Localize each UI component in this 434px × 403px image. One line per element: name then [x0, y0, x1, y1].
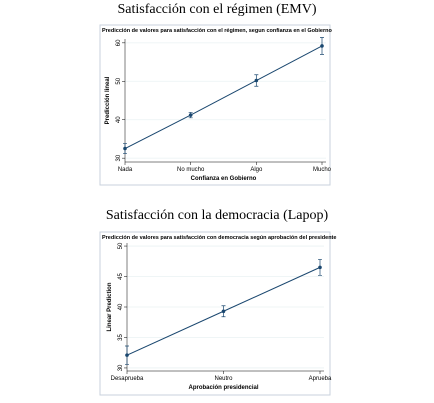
y-tick-label: 50	[116, 77, 122, 84]
x-tick-label: Nada	[118, 167, 133, 173]
y-tick-label: 50	[118, 242, 124, 249]
point	[318, 265, 322, 270]
point	[221, 309, 226, 314]
y-tick-label: 45	[118, 273, 124, 280]
chart-frame	[99, 24, 331, 186]
x-tick-label: No mucho	[177, 167, 205, 173]
y-tick-label: 40	[118, 303, 124, 310]
y-tick-label: 60	[116, 39, 122, 46]
y-tick-label: 40	[116, 116, 122, 123]
y-tick-label: 30	[116, 154, 122, 161]
x-axis-label: Aprobación presidencial	[188, 385, 258, 391]
point	[254, 78, 259, 83]
chart-subtitle: Predicción de valores para satisfacción …	[102, 235, 336, 241]
x-axis-label: Confianza en Gobierno	[191, 176, 257, 182]
chart-heading: Satisfacción con la democracia (Lapop)	[106, 208, 329, 223]
chart-heading: Satisfacción con el régimen (EMV)	[117, 2, 316, 17]
point	[188, 113, 193, 117]
x-tick-label: Algo	[250, 167, 263, 173]
x-tick-label: Neutro	[214, 376, 233, 382]
x-tick-label: Aprueba	[309, 376, 332, 382]
point	[123, 146, 127, 151]
x-tick-label: Mucho	[313, 167, 332, 173]
line	[124, 45, 323, 149]
point	[125, 353, 129, 357]
y-axis-label: Linear Prediction	[107, 282, 113, 331]
chart-frame	[99, 231, 331, 396]
chart-subtitle: Predicción de valores para satisfacción …	[102, 28, 332, 34]
y-axis-label: Predicción lineal	[105, 76, 111, 124]
y-tick-label: 30	[118, 364, 124, 371]
y-tick-label: 35	[118, 333, 124, 340]
point	[320, 44, 324, 48]
x-tick-label: Desaprueba	[111, 376, 144, 382]
